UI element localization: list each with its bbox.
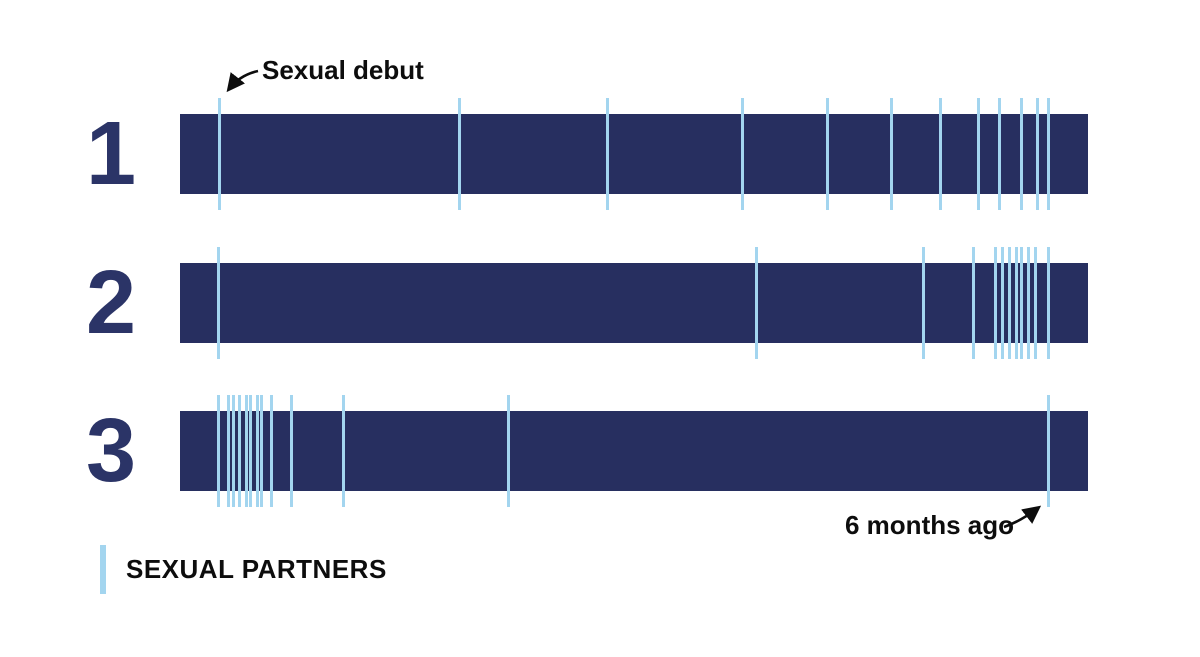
sexual-debut-arrow (226, 69, 259, 93)
partner-tick (1046, 247, 1050, 359)
partner-tick (998, 98, 1002, 210)
partner-tick (458, 98, 462, 210)
partner-tick (249, 395, 253, 507)
partner-tick (238, 395, 242, 507)
partner-tick (1020, 98, 1024, 210)
timeline-bar (180, 263, 1088, 343)
partner-tick-icon (100, 545, 106, 594)
partner-tick (1014, 247, 1018, 359)
partner-tick (1046, 98, 1050, 210)
row-number: 3 (85, 401, 136, 501)
partner-tick (993, 247, 997, 359)
partner-tick (341, 395, 345, 507)
partner-tick (1008, 247, 1012, 359)
row-number: 2 (85, 253, 136, 353)
partner-tick (890, 98, 894, 210)
partner-tick (939, 98, 943, 210)
partner-tick (290, 395, 294, 507)
partner-tick (1046, 395, 1050, 507)
partner-tick (507, 395, 511, 507)
partner-tick (1026, 247, 1030, 359)
partner-tick (922, 247, 926, 359)
partner-tick (972, 247, 976, 359)
partner-tick (226, 395, 230, 507)
partner-tick (1035, 98, 1039, 210)
partner-tick (1001, 247, 1005, 359)
partner-tick (606, 98, 610, 210)
legend-label: SEXUAL PARTNERS (126, 554, 387, 584)
partner-tick (1033, 247, 1037, 359)
partner-tick (216, 247, 220, 359)
partner-tick (218, 98, 222, 210)
partner-tick (270, 395, 274, 507)
partner-tick (976, 98, 980, 210)
partner-tick (216, 395, 220, 507)
timeline-bar (180, 411, 1088, 491)
partner-tick (825, 98, 829, 210)
partner-tick (244, 395, 248, 507)
partner-tick (755, 247, 759, 359)
timeline-bar (180, 114, 1088, 194)
partner-tick (741, 98, 745, 210)
six-months-ago-label: 6 months ago (845, 510, 1015, 540)
legend: SEXUAL PARTNERS (100, 545, 387, 594)
partner-tick (232, 395, 236, 507)
partner-tick (255, 395, 259, 507)
row-number: 1 (85, 104, 136, 204)
sexual-debut-label: Sexual debut (262, 55, 424, 85)
partner-tick (260, 395, 264, 507)
partner-tick (1020, 247, 1024, 359)
